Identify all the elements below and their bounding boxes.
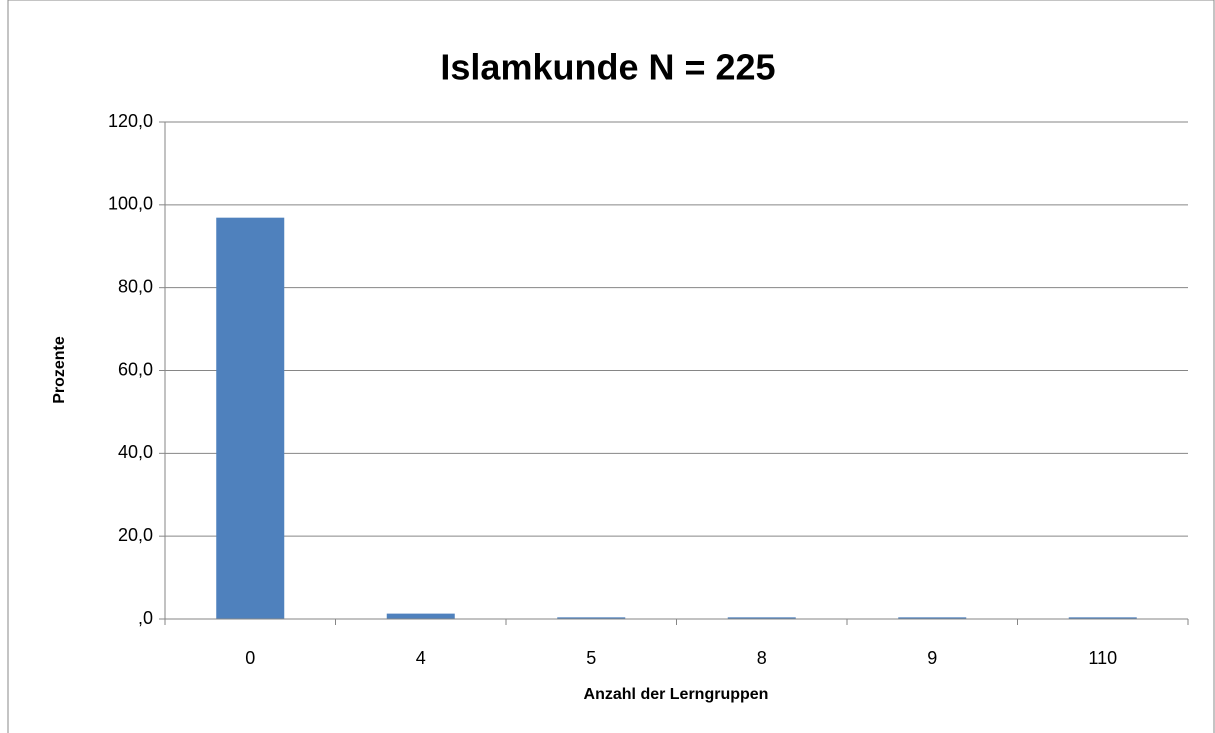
bar xyxy=(216,217,285,620)
x-axis-label: Anzahl der Lerngruppen xyxy=(584,686,769,703)
bar xyxy=(727,617,796,619)
x-tick-label: 8 xyxy=(757,648,767,668)
y-tick-label: 80,0 xyxy=(118,276,153,296)
bar xyxy=(898,617,967,619)
y-axis-label: Prozente xyxy=(51,336,68,404)
bar xyxy=(1068,617,1137,619)
chart-frame xyxy=(7,0,1215,733)
y-tick-label: ,0 xyxy=(138,608,153,628)
x-tick-label: 0 xyxy=(245,648,255,668)
y-tick-label: 20,0 xyxy=(118,525,153,545)
bar xyxy=(557,617,626,619)
x-tick-label: 5 xyxy=(586,648,596,668)
y-tick-label: 60,0 xyxy=(118,359,153,379)
y-tick-label: 100,0 xyxy=(108,194,153,214)
y-tick-label: 40,0 xyxy=(118,442,153,462)
x-tick-label: 110 xyxy=(1088,648,1117,668)
x-tick-label: 9 xyxy=(927,648,937,668)
chart-title: Islamkunde N = 225 xyxy=(440,47,775,88)
y-tick-label: 120,0 xyxy=(108,111,153,131)
x-tick-label: 4 xyxy=(416,648,426,668)
bar xyxy=(386,613,455,619)
